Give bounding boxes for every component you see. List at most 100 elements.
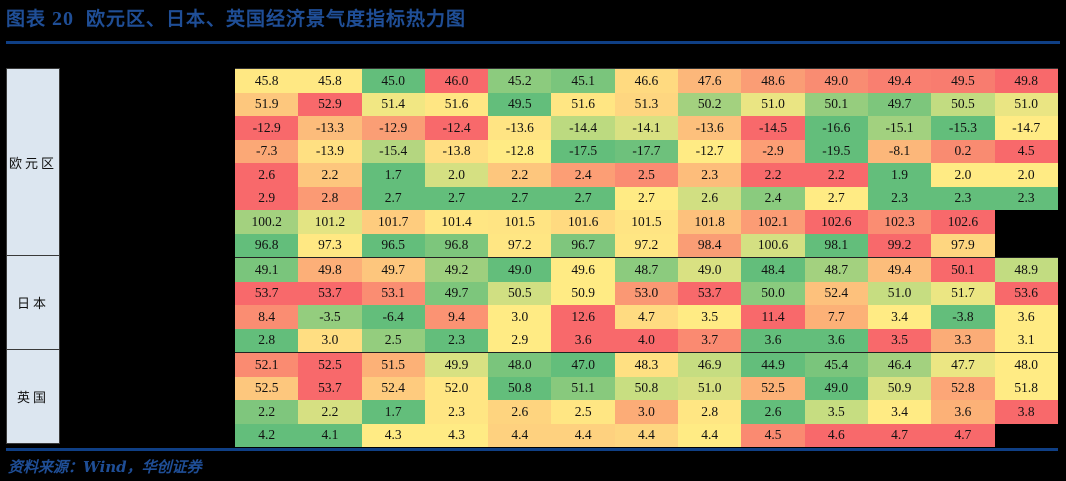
heatmap-cell: -12.9	[361, 116, 425, 140]
heatmap-cell: 52.5	[741, 376, 805, 400]
heatmap-cell: -12.8	[488, 139, 552, 163]
heatmap-cell: 101.5	[614, 210, 679, 234]
heatmap-cell: 2.2	[298, 163, 362, 187]
heatmap-cell: 48.0	[994, 353, 1058, 377]
heatmap-row: 52.5 53.7 52.4 52.0 50.8 51.1 50.8 51.0 52.5 49.0…	[235, 376, 1058, 400]
heatmap-cell: 2.5	[614, 163, 679, 187]
heatmap-cell: -14.7	[994, 116, 1058, 140]
heatmap-cell: 2.0	[931, 163, 995, 187]
heatmap-cell: 53.6	[994, 281, 1058, 305]
heatmap-row: 45.8 45.8 45.0 46.0 45.2 45.1 46.6 47.6 48.6 49.0…	[235, 69, 1058, 93]
heatmap-cell: 4.6	[804, 423, 868, 447]
heatmap-cell: 48.6	[741, 69, 805, 93]
heatmap-cell: 2.0	[994, 163, 1058, 187]
heatmap-cell: 52.5	[235, 376, 299, 400]
heatmap-cell: 2.2	[298, 400, 362, 424]
heatmap-row: 2.2 2.2 1.7 2.3 2.6 2.5 3.0 2.8 2.6 3.5 3.4 3.6 3.8	[235, 400, 1058, 424]
figure-number: 20	[52, 8, 75, 30]
heatmap-cell: 3.0	[298, 328, 362, 352]
heatmap-cell: 47.0	[551, 353, 615, 377]
heatmap-cell: 52.1	[235, 353, 299, 377]
heatmap-cell: 51.0	[867, 281, 932, 305]
heatmap-cell: 2.3	[867, 186, 932, 210]
heatmap-cell: 2.4	[741, 186, 805, 210]
heatmap-row: 96.8 97.3 96.5 96.8 97.2 96.7 97.2 98.4 100.6 98.…	[235, 233, 1058, 257]
heatmap-cell: -15.3	[931, 116, 995, 140]
heatmap-cell: 102.6	[931, 210, 995, 234]
heatmap-cell: 12.6	[551, 305, 615, 329]
heatmap-cell: 51.0	[994, 92, 1058, 116]
heatmap-cell: 2.8	[235, 328, 299, 352]
heatmap-cell: 48.7	[804, 258, 868, 282]
heatmap-cell: -3.5	[298, 305, 362, 329]
heatmap-cell: 3.5	[678, 305, 742, 329]
heatmap-cell: -14.5	[741, 116, 805, 140]
heatmap-cell: 2.6	[488, 400, 552, 424]
heatmap-cell: 4.4	[678, 423, 742, 447]
heatmap-cell: 49.7	[424, 281, 489, 305]
heatmap-cell: 2.6	[235, 163, 299, 187]
heatmap-cell: 49.4	[867, 69, 932, 93]
heatmap-cell: 53.0	[614, 281, 679, 305]
heatmap-cell: 1.7	[361, 400, 425, 424]
heatmap-cell: 2.2	[741, 163, 805, 187]
heatmap-cell: 4.7	[931, 423, 995, 447]
heatmap-cell: 1.7	[361, 163, 425, 187]
heatmap-cell: 2.4	[551, 163, 615, 187]
heatmap-cell: 52.0	[424, 376, 489, 400]
heatmap-cell: 50.0	[741, 281, 805, 305]
heatmap-cell: 2.3	[931, 186, 995, 210]
heatmap-cell: 2.7	[424, 186, 489, 210]
heatmap-cell: 50.1	[931, 258, 995, 282]
heatmap-cell: 2.3	[678, 163, 742, 187]
heatmap-cell: 96.8	[235, 233, 299, 257]
heatmap-cell: 100.6	[741, 233, 805, 257]
heatmap-cell: 48.9	[994, 258, 1058, 282]
heatmap-cell: 48.7	[614, 258, 679, 282]
heatmap-cell: 3.0	[488, 305, 552, 329]
heatmap-cell: 45.8	[235, 69, 299, 93]
heatmap-cell: 2.7	[551, 186, 615, 210]
heatmap-cell: 2.9	[488, 328, 552, 352]
heatmap-row: 4.2 4.1 4.3 4.3 4.4 4.4 4.4 4.4 4.5 4.6 4.7 4.7	[235, 423, 1058, 447]
heatmap-cell: 4.3	[424, 423, 489, 447]
heatmap-cell: 4.4	[614, 423, 679, 447]
heatmap-cell: 0.2	[931, 139, 995, 163]
heatmap-cell: 50.5	[931, 92, 995, 116]
heatmap-cell: -8.1	[867, 139, 932, 163]
empty-cell	[994, 423, 1058, 447]
heatmap-cell: 4.0	[614, 328, 679, 352]
heatmap-cell: 101.8	[678, 210, 742, 234]
heatmap-cell: 2.0	[424, 163, 489, 187]
heatmap-cell: 53.7	[298, 281, 362, 305]
heatmap-cell: 48.3	[614, 353, 679, 377]
heatmap-cell: 98.1	[804, 233, 868, 257]
heatmap-cell: -14.1	[614, 116, 679, 140]
heatmap-cell: 51.4	[361, 92, 425, 116]
heatmap-cell: 49.0	[488, 258, 552, 282]
heatmap-cell: 3.6	[804, 328, 868, 352]
heatmap-cell: 53.7	[678, 281, 742, 305]
heatmap-cell: 52.4	[804, 281, 868, 305]
heatmap-cell: 52.5	[298, 353, 362, 377]
heatmap-cell: 49.0	[678, 258, 742, 282]
heatmap-cell: 49.7	[361, 258, 425, 282]
heatmap-cell: 11.4	[741, 305, 805, 329]
heatmap-cell: 46.0	[424, 69, 489, 93]
heatmap-cell: 97.3	[298, 233, 362, 257]
heatmap-row: 49.1 49.8 49.7 49.2 49.0 49.6 48.7 49.0 48.4 48.7…	[235, 257, 1058, 282]
heatmap-row: 52.1 52.5 51.5 49.9 48.0 47.0 48.3 46.9 44.9 45.4…	[235, 352, 1058, 377]
heatmap-cell: 51.5	[361, 353, 425, 377]
heatmap-cell: 102.1	[741, 210, 805, 234]
heatmap-cell: 2.5	[361, 328, 425, 352]
heatmap-cell: 3.1	[994, 328, 1058, 352]
region-label: 英国	[6, 350, 60, 444]
heatmap-cell: 49.1	[235, 258, 299, 282]
heatmap-cell: 1.9	[867, 163, 932, 187]
heatmap-cell: 49.7	[867, 92, 932, 116]
heatmap-cell: 3.5	[804, 400, 868, 424]
region-label: 日本	[6, 256, 60, 350]
heatmap-cell: -12.7	[678, 139, 742, 163]
figure-title-text: 欧元区、日本、英国经济景气度指标热力图	[86, 8, 467, 30]
heatmap-cell: 2.7	[361, 186, 425, 210]
